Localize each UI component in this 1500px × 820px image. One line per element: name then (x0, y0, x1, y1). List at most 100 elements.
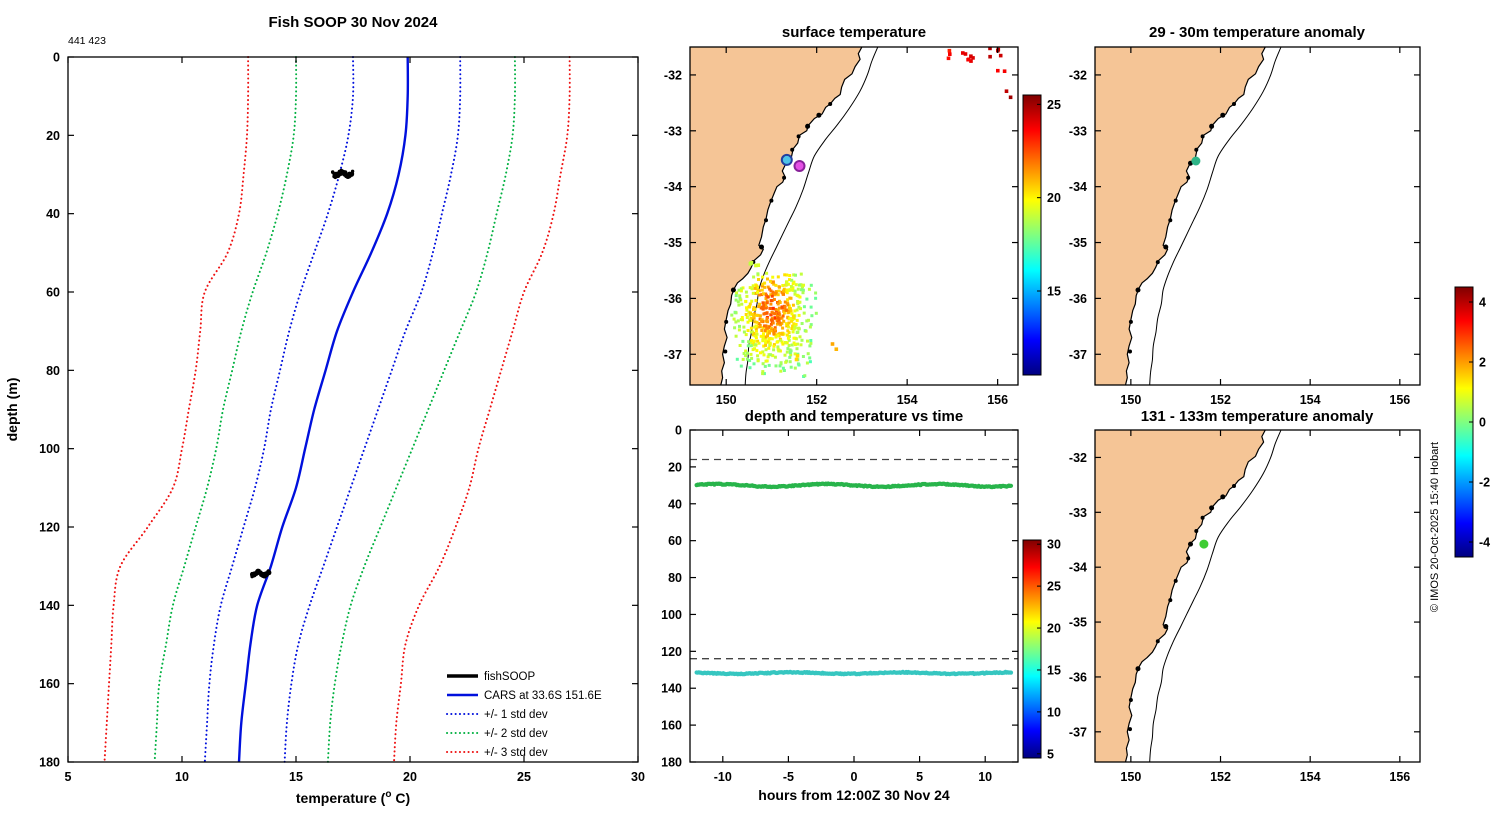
sst-pixel (788, 307, 792, 311)
sst-pixel (781, 292, 785, 296)
profile-legend: fishSOOP CARS at 33.6S 151.6E +/- 1 std de… (446, 671, 602, 759)
colorbar-tick-label: 2 (1479, 356, 1486, 370)
depth-band (694, 481, 1014, 490)
y-tick-label: 20 (46, 129, 60, 143)
sst-pixel (781, 342, 785, 346)
x-tick-label: 150 (1120, 393, 1141, 407)
sst-pixel (947, 48, 952, 53)
sst-pixel (783, 273, 787, 277)
coast-feature (1194, 147, 1199, 152)
sst-pixel (774, 335, 778, 339)
sst-pixel (752, 275, 756, 279)
colorbar-tick-label: 10 (1047, 705, 1061, 719)
observation-dot (256, 568, 261, 573)
sst-pixel (754, 291, 757, 295)
coast-feature (828, 102, 833, 106)
coast-feature (1220, 112, 1226, 118)
sst-pixel (794, 337, 798, 341)
sst-pixel (761, 339, 765, 343)
sst-pixel (789, 285, 793, 288)
sst-pixel (753, 347, 757, 351)
x-tick-label: 150 (716, 393, 737, 407)
sst-pixel (789, 349, 793, 353)
sst-pixel (752, 339, 756, 343)
coast-feature (1200, 515, 1205, 520)
sst-pixel (744, 349, 748, 353)
sst-pixel (808, 360, 812, 364)
sst-pixel (755, 284, 759, 288)
plus-3-std-dev-line (393, 56, 571, 763)
sst-pixel (792, 341, 796, 345)
x-tick-label: -5 (783, 770, 794, 784)
y-tick-label: -33 (1069, 124, 1087, 138)
sst-pixel (998, 53, 1003, 58)
sst-pixel (809, 283, 813, 287)
coast-feature (1194, 529, 1199, 533)
sst-pixel (739, 318, 743, 321)
time-series-xlabel: hours from 12:00Z 30 Nov 24 (758, 787, 950, 803)
coast-feature (1128, 727, 1132, 732)
sst-pixel (791, 288, 795, 292)
minus-3-std-dev-line (103, 56, 250, 763)
colorbar-tick-label: 15 (1047, 285, 1061, 299)
sst-pixel (788, 351, 792, 354)
sst-pixel (742, 352, 746, 355)
coast-feature (1186, 556, 1191, 561)
x-tick-label: 156 (1389, 393, 1410, 407)
sst-pixel (777, 311, 781, 315)
sst-pixel (769, 326, 773, 330)
sst-pixel (801, 288, 805, 292)
sst-pixel (768, 287, 772, 291)
coast-feature (1188, 541, 1193, 547)
sst-pixel (753, 286, 757, 290)
sst-pixel (750, 356, 754, 360)
observation-dot (255, 571, 260, 575)
sst-pixel (788, 278, 791, 282)
sst-pixel (760, 284, 764, 288)
sst-pixel (737, 303, 741, 307)
sst-pixel (779, 316, 783, 320)
copyright-text: © IMOS 20-Oct-2025 15:40 Hobart (1429, 442, 1441, 612)
sst-pixel (767, 363, 771, 367)
sst-pixel (766, 334, 769, 338)
sst-pixel (808, 344, 812, 348)
sst-pixel (773, 355, 777, 359)
sst-pixel (752, 314, 756, 318)
sst-pixel (772, 282, 776, 286)
sst-pixel (769, 289, 773, 293)
sst-pixel (809, 323, 813, 327)
sst-pixel (754, 329, 758, 333)
sst-pixel (804, 329, 808, 333)
sst-pixel (763, 285, 767, 289)
coast-feature (1163, 244, 1169, 250)
sst-pixel (780, 305, 784, 309)
sst-pixel (948, 52, 952, 56)
y-tick-label: -35 (1069, 236, 1087, 250)
x-tick-label: 156 (987, 393, 1008, 407)
y-tick-label: -32 (1069, 451, 1087, 465)
sst-pixel (754, 336, 758, 340)
y-tick-label: -36 (1069, 292, 1087, 306)
coast-feature (790, 147, 795, 152)
sst-pixel (790, 278, 794, 282)
sst-pixel (759, 351, 762, 355)
y-tick-label: -32 (1069, 68, 1087, 82)
sst-pixel (1004, 89, 1009, 93)
sst-pixel (765, 317, 769, 321)
sst-pixel (807, 287, 811, 291)
sst-pixel (749, 340, 753, 344)
sst-pixel (797, 326, 800, 330)
sst-pixel (761, 362, 765, 366)
sst-pixel (789, 296, 793, 300)
observation-dot (344, 171, 348, 175)
sst-pixel (761, 326, 765, 330)
sst-pixel (763, 329, 767, 333)
sst-pixel (774, 291, 778, 295)
sst-pixel (790, 312, 794, 316)
sst-pixel (758, 302, 762, 306)
sst-pixel (752, 316, 756, 320)
sst-pixel (756, 354, 760, 358)
coast-feature (724, 319, 729, 324)
sst-pixel (785, 291, 789, 295)
sst-pixel (788, 274, 792, 277)
